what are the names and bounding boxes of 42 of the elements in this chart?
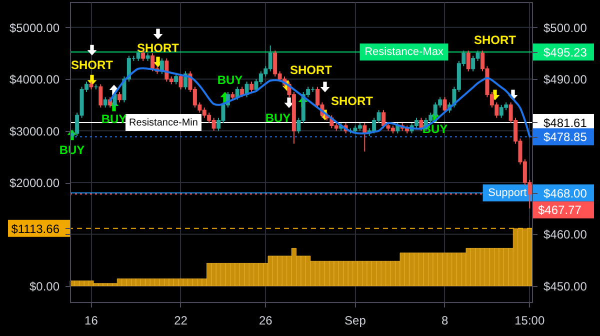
annotation: SHORT [137, 41, 180, 55]
y2-tick-label: $5000.00 [9, 20, 60, 35]
candlestick [118, 92, 122, 103]
y-tick-label: $481.61 [544, 116, 588, 130]
y-tick-label: $490.00 [544, 72, 588, 87]
annotation: BUY [217, 73, 243, 88]
candlestick [103, 96, 108, 108]
x-tick-label: 26 [258, 314, 273, 328]
candlestick [98, 84, 103, 108]
x-tick-label: 16 [84, 314, 98, 328]
candlestick [235, 86, 240, 100]
y2-tick-label: $2000.00 [9, 176, 60, 190]
ref-line-label: Resistance-Max [364, 46, 444, 58]
candlestick [240, 86, 244, 98]
annotation: SHORT [474, 33, 517, 47]
annotation: BUY [265, 111, 291, 125]
annotation: SHORT [71, 58, 114, 72]
candlestick [466, 50, 470, 72]
candlestick [442, 96, 447, 114]
ref-line-label: Support [488, 186, 527, 199]
ref-line-label: $467.77 [538, 202, 582, 217]
y2-tick-label: $3000.00 [9, 124, 60, 138]
candlestick [362, 122, 367, 152]
y-tick-label: $468.00 [544, 186, 588, 200]
x-tick-label: 22 [174, 314, 188, 328]
y2-tick-label: $1113.66 [11, 222, 60, 236]
y-tick-label: $500.00 [544, 20, 588, 35]
y-tick-label: $450.00 [544, 279, 588, 294]
y-tick-label: $460.00 [544, 228, 588, 242]
y-tick-label: $478.85 [544, 130, 588, 144]
x-tick-label: 8 [441, 314, 448, 328]
candlestick [174, 73, 178, 85]
annotation: SHORT [290, 62, 333, 77]
ref-line-label: Resistance-Min [129, 117, 198, 128]
candlestick [250, 81, 254, 92]
candlestick [150, 52, 154, 72]
annotation: SHORT [331, 94, 374, 108]
y-tick-label: $495.23 [544, 46, 588, 60]
y2-tick-label: $0.00 [29, 279, 60, 294]
x-tick-label: 15:00 [514, 314, 545, 328]
y2-tick-label: $4000.00 [9, 72, 60, 87]
x-tick-label: Sep [344, 314, 366, 328]
